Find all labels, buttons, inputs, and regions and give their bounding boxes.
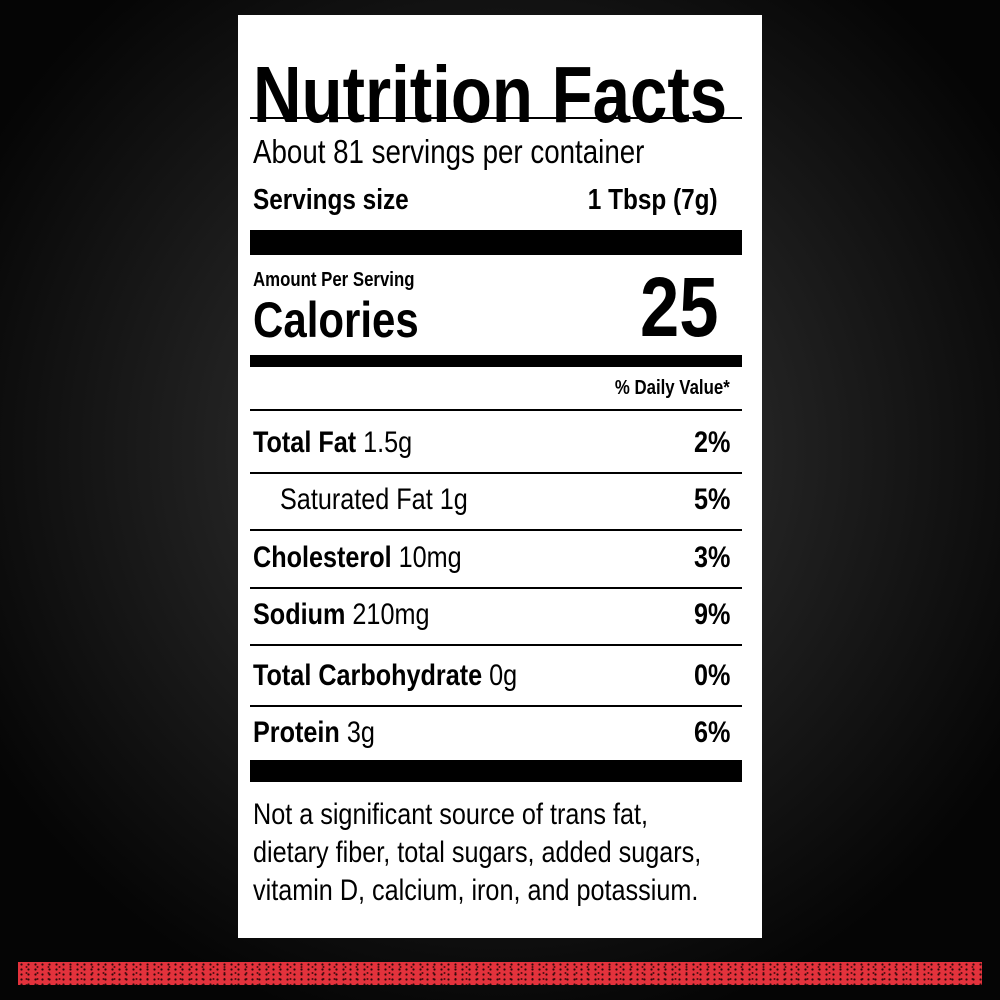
nutrient-amount: 0g [489,659,518,692]
nutrient-line: Sodium 210mg [253,600,429,630]
title: Nutrition Facts [253,50,728,139]
amount-per-serving: Amount Per Serving [253,269,415,291]
nutrient-amount: 1.5g [363,426,413,459]
rule [250,529,742,531]
thick-bar [250,760,742,782]
serving-size-label: Servings size [253,184,409,216]
rule [250,705,742,707]
daily-value: 9% [693,598,730,631]
medium-bar [250,355,742,367]
footnote-line: Not a significant source of trans fat, [253,798,648,831]
servings-per-container: About 81 servings per container [253,133,645,170]
daily-value-header: % Daily Value* [615,377,730,399]
nutrient-amount: 10mg [398,541,462,574]
footnote-line: vitamin D, calcium, iron, and potassium. [253,874,699,907]
rule [250,472,742,474]
daily-value: 3% [693,541,730,574]
nutrient-line: Saturated Fat 1g [280,485,468,515]
nutrient-line: Total Carbohydrate 0g [253,661,517,691]
footnote-line: dietary fiber, total sugars, added sugar… [253,836,702,869]
nutrient-name: Total Carbohydrate [253,659,483,692]
nutrient-name: Cholesterol [253,541,392,574]
nutrient-amount: 210mg [352,598,430,631]
nutrient-name: Saturated Fat [280,483,433,516]
daily-value: 2% [693,426,730,459]
nutrient-line: Protein 3g [253,718,375,748]
thick-bar [250,230,742,255]
rule [250,644,742,646]
daily-value: 6% [693,716,730,749]
nutrient-name: Total Fat [253,426,357,459]
nutrient-line: Total Fat 1.5g [253,428,412,458]
rule [250,117,742,119]
rule [250,409,742,411]
nutrient-name: Sodium [253,598,346,631]
nutrient-amount: 3g [346,716,375,749]
nutrient-line: Cholesterol 10mg [253,543,462,573]
rule [250,587,742,589]
calories-label: Calories [253,292,419,348]
calories-value: 25 [639,260,718,354]
daily-value: 5% [693,483,730,516]
nutrient-amount: 1g [439,483,468,516]
red-stripe [18,962,982,985]
nutrition-label: Nutrition Facts About 81 servings per co… [238,15,762,938]
serving-size-value: 1 Tbsp (7g) [588,184,718,216]
nutrient-name: Protein [253,716,340,749]
daily-value: 0% [693,659,730,692]
